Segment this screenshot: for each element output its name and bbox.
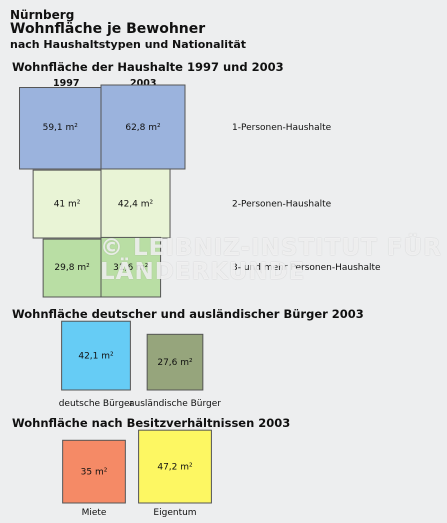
ownership-data-label-2: 47,2 m² [157,463,193,473]
row-label-1: 1-Personen-Haushalte [232,123,332,133]
data-label-1997-row-3: 29,8 m² [54,263,90,273]
page-title: Wohnfläche je Bewohner [10,21,206,37]
nationality-category-label-1: deutsche Bürger [59,399,134,409]
nationality-data-label-1: 42,1 m² [78,352,114,362]
section-title-ownership: Wohnfläche nach Besitzverhältnissen 2003 [12,416,291,430]
watermark: © LEIBNIZ-INSTITUT FÜR LÄNDERKUNDE [100,235,442,285]
page-subtitle: nach Haushaltstypen und Nationalität [10,38,247,51]
bar-1997-row-1 [19,87,102,170]
row-label-3: 3- und mehr Personen-Haushalte [232,263,381,273]
nationality-data-label-2: 27,6 m² [157,358,193,368]
data-label-2003-row-3: 31,6 m² [113,263,149,273]
nationality-category-label-2: ausländische Bürger [129,399,221,409]
data-label-1997-row-1: 59,1 m² [43,123,79,133]
column-label-2003: 2003 [130,78,157,89]
section-title-households: Wohnfläche der Haushalte 1997 und 2003 [12,60,284,74]
bar-1997-row-2 [32,169,102,239]
data-label-2003-row-1: 62,8 m² [125,123,161,133]
bar-2003-row-3 [100,236,162,298]
ownership-square-1 [62,439,126,504]
column-label-1997: 1997 [53,78,80,89]
ownership-data-label-1: 35 m² [81,468,108,478]
ownership-category-label-1: Miete [82,508,107,518]
city-label: Nürnberg [10,8,75,22]
bar-2003-row-1 [100,84,186,170]
nationality-square-1 [61,320,131,391]
data-label-2003-row-2: 42,4 m² [118,199,154,209]
data-label-1997-row-2: 41 m² [54,199,81,209]
ownership-square-2 [138,429,212,504]
nationality-square-2 [146,333,204,391]
ownership-category-label-2: Eigentum [153,508,196,518]
row-label-2: 2-Personen-Haushalte [232,199,332,209]
section-title-nationality: Wohnfläche deutscher und ausländischer B… [12,307,364,321]
